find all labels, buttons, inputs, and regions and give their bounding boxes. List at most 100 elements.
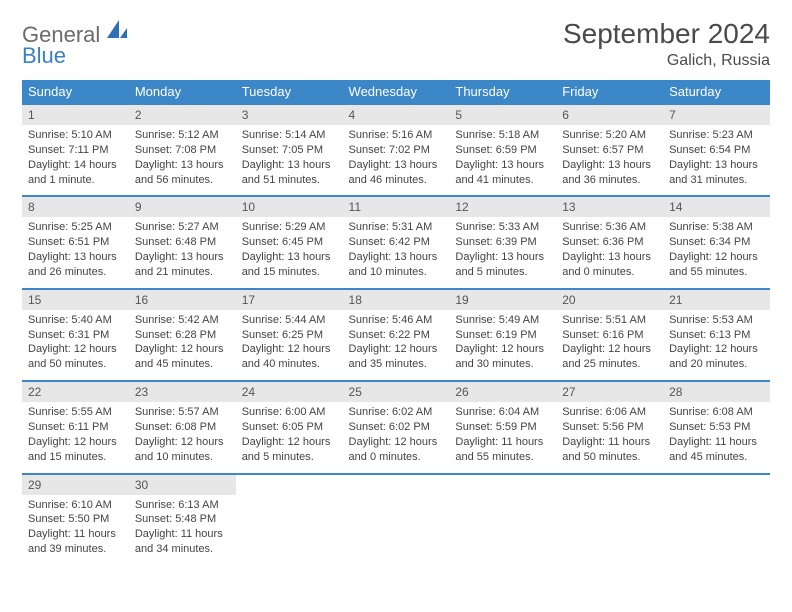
daylight-text: Daylight: 11 hours and 34 minutes. (135, 527, 230, 557)
sunset-text: Sunset: 6:36 PM (562, 235, 657, 250)
sunrise-text: Sunrise: 5:16 AM (349, 128, 444, 143)
day-header-sunday: Sunday (22, 80, 129, 104)
day-cell: 5Sunrise: 5:18 AMSunset: 6:59 PMDaylight… (449, 104, 556, 196)
title-block: September 2024 Galich, Russia (563, 18, 770, 70)
daylight-text: Daylight: 13 hours and 36 minutes. (562, 158, 657, 188)
empty-cell (556, 474, 663, 565)
day-body: Sunrise: 6:06 AMSunset: 5:56 PMDaylight:… (556, 402, 663, 472)
daylight-text: Daylight: 11 hours and 50 minutes. (562, 435, 657, 465)
daylight-text: Daylight: 12 hours and 10 minutes. (135, 435, 230, 465)
sunrise-text: Sunrise: 5:20 AM (562, 128, 657, 143)
day-body: Sunrise: 5:55 AMSunset: 6:11 PMDaylight:… (22, 402, 129, 472)
day-body: Sunrise: 5:23 AMSunset: 6:54 PMDaylight:… (663, 125, 770, 195)
day-body: Sunrise: 5:16 AMSunset: 7:02 PMDaylight:… (343, 125, 450, 195)
day-cell: 21Sunrise: 5:53 AMSunset: 6:13 PMDayligh… (663, 289, 770, 381)
sunset-text: Sunset: 7:11 PM (28, 143, 123, 158)
sunset-text: Sunset: 6:51 PM (28, 235, 123, 250)
sunset-text: Sunset: 5:59 PM (455, 420, 550, 435)
daylight-text: Daylight: 11 hours and 45 minutes. (669, 435, 764, 465)
empty-cell (236, 474, 343, 565)
sunrise-text: Sunrise: 5:18 AM (455, 128, 550, 143)
day-cell: 1Sunrise: 5:10 AMSunset: 7:11 PMDaylight… (22, 104, 129, 196)
sunrise-text: Sunrise: 6:13 AM (135, 498, 230, 513)
day-number: 1 (22, 105, 129, 125)
day-body: Sunrise: 5:14 AMSunset: 7:05 PMDaylight:… (236, 125, 343, 195)
sunrise-text: Sunrise: 6:10 AM (28, 498, 123, 513)
sunrise-text: Sunrise: 5:55 AM (28, 405, 123, 420)
week-row: 15Sunrise: 5:40 AMSunset: 6:31 PMDayligh… (22, 289, 770, 381)
sunset-text: Sunset: 6:25 PM (242, 328, 337, 343)
day-number: 11 (343, 197, 450, 217)
sunrise-text: Sunrise: 5:27 AM (135, 220, 230, 235)
day-number: 27 (556, 382, 663, 402)
sunrise-text: Sunrise: 5:12 AM (135, 128, 230, 143)
day-number: 26 (449, 382, 556, 402)
day-number: 29 (22, 475, 129, 495)
sunrise-text: Sunrise: 5:57 AM (135, 405, 230, 420)
day-body: Sunrise: 5:10 AMSunset: 7:11 PMDaylight:… (22, 125, 129, 195)
day-number: 23 (129, 382, 236, 402)
sunrise-text: Sunrise: 5:38 AM (669, 220, 764, 235)
sunrise-text: Sunrise: 5:31 AM (349, 220, 444, 235)
day-number: 15 (22, 290, 129, 310)
day-body: Sunrise: 5:42 AMSunset: 6:28 PMDaylight:… (129, 310, 236, 380)
sunset-text: Sunset: 6:13 PM (669, 328, 764, 343)
sunrise-text: Sunrise: 5:36 AM (562, 220, 657, 235)
sunset-text: Sunset: 7:02 PM (349, 143, 444, 158)
day-cell: 23Sunrise: 5:57 AMSunset: 6:08 PMDayligh… (129, 381, 236, 473)
sunset-text: Sunset: 6:19 PM (455, 328, 550, 343)
sunrise-text: Sunrise: 6:00 AM (242, 405, 337, 420)
sunrise-text: Sunrise: 6:02 AM (349, 405, 444, 420)
day-body: Sunrise: 5:25 AMSunset: 6:51 PMDaylight:… (22, 217, 129, 287)
day-number: 7 (663, 105, 770, 125)
day-cell: 6Sunrise: 5:20 AMSunset: 6:57 PMDaylight… (556, 104, 663, 196)
day-number: 13 (556, 197, 663, 217)
day-header-thursday: Thursday (449, 80, 556, 104)
day-number: 22 (22, 382, 129, 402)
day-cell: 7Sunrise: 5:23 AMSunset: 6:54 PMDaylight… (663, 104, 770, 196)
day-cell: 3Sunrise: 5:14 AMSunset: 7:05 PMDaylight… (236, 104, 343, 196)
day-body: Sunrise: 6:00 AMSunset: 6:05 PMDaylight:… (236, 402, 343, 472)
daylight-text: Daylight: 12 hours and 20 minutes. (669, 342, 764, 372)
sunset-text: Sunset: 5:48 PM (135, 512, 230, 527)
daylight-text: Daylight: 13 hours and 51 minutes. (242, 158, 337, 188)
day-cell: 28Sunrise: 6:08 AMSunset: 5:53 PMDayligh… (663, 381, 770, 473)
logo: General Blue (22, 18, 129, 67)
header: General Blue September 2024 Galich, Russ… (22, 18, 770, 70)
sunset-text: Sunset: 6:05 PM (242, 420, 337, 435)
sunset-text: Sunset: 7:08 PM (135, 143, 230, 158)
sunset-text: Sunset: 6:16 PM (562, 328, 657, 343)
daylight-text: Daylight: 12 hours and 25 minutes. (562, 342, 657, 372)
sunset-text: Sunset: 5:50 PM (28, 512, 123, 527)
daylight-text: Daylight: 12 hours and 35 minutes. (349, 342, 444, 372)
day-cell: 29Sunrise: 6:10 AMSunset: 5:50 PMDayligh… (22, 474, 129, 565)
day-body: Sunrise: 6:04 AMSunset: 5:59 PMDaylight:… (449, 402, 556, 472)
day-number: 18 (343, 290, 450, 310)
day-cell: 18 Sunrise: 5:46 AMSunset: 6:22 PMDayligh… (343, 289, 450, 381)
day-number: 14 (663, 197, 770, 217)
day-cell: 10Sunrise: 5:29 AMSunset: 6:45 PMDayligh… (236, 196, 343, 288)
day-cell: 16Sunrise: 5:42 AMSunset: 6:28 PMDayligh… (129, 289, 236, 381)
calendar-table: SundayMondayTuesdayWednesdayThursdayFrid… (22, 80, 770, 565)
sunrise-text: Sunrise: 5:53 AM (669, 313, 764, 328)
day-cell: 26Sunrise: 6:04 AMSunset: 5:59 PMDayligh… (449, 381, 556, 473)
daylight-text: Daylight: 12 hours and 5 minutes. (242, 435, 337, 465)
daylight-text: Daylight: 12 hours and 55 minutes. (669, 250, 764, 280)
day-number: 3 (236, 105, 343, 125)
day-cell: 4Sunrise: 5:16 AMSunset: 7:02 PMDaylight… (343, 104, 450, 196)
empty-cell (663, 474, 770, 565)
day-cell: 19Sunrise: 5:49 AMSunset: 6:19 PMDayligh… (449, 289, 556, 381)
sunrise-text: Sunrise: 5:46 AM (349, 313, 444, 328)
sunset-text: Sunset: 6:31 PM (28, 328, 123, 343)
sunset-text: Sunset: 6:22 PM (349, 328, 444, 343)
daylight-text: Daylight: 13 hours and 21 minutes. (135, 250, 230, 280)
sunset-text: Sunset: 5:53 PM (669, 420, 764, 435)
sunset-text: Sunset: 6:11 PM (28, 420, 123, 435)
day-body: Sunrise: 6:02 AMSunset: 6:02 PMDaylight:… (343, 402, 450, 472)
logo-word2: Blue (22, 45, 129, 67)
daylight-text: Daylight: 12 hours and 0 minutes. (349, 435, 444, 465)
day-number: 16 (129, 290, 236, 310)
day-body: Sunrise: 5:53 AMSunset: 6:13 PMDaylight:… (663, 310, 770, 380)
day-body: Sunrise: 5:38 AMSunset: 6:34 PMDaylight:… (663, 217, 770, 287)
sunrise-text: Sunrise: 5:44 AM (242, 313, 337, 328)
